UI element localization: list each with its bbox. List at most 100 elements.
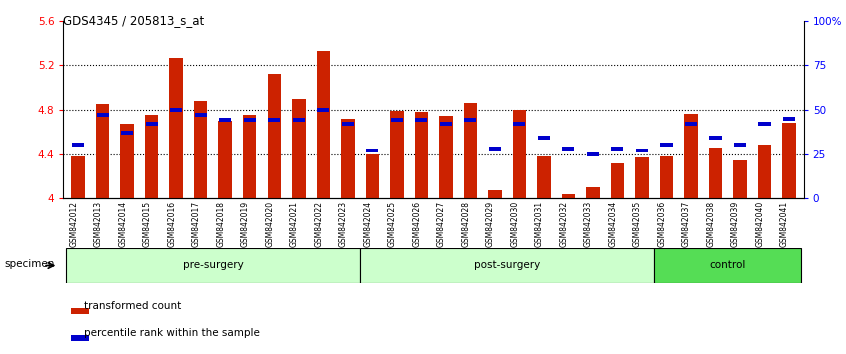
Bar bbox=[66, 248, 360, 283]
Bar bbox=[71, 156, 85, 198]
Bar bbox=[488, 190, 502, 198]
Bar bbox=[121, 131, 134, 135]
Bar bbox=[71, 335, 89, 341]
Bar bbox=[292, 99, 305, 198]
Bar bbox=[342, 122, 354, 126]
Bar bbox=[733, 143, 746, 147]
Text: GDS4345 / 205813_s_at: GDS4345 / 205813_s_at bbox=[63, 14, 205, 27]
Bar bbox=[635, 157, 649, 198]
Bar bbox=[120, 124, 134, 198]
Text: transformed count: transformed count bbox=[84, 301, 181, 311]
Bar bbox=[365, 154, 379, 198]
Bar bbox=[464, 103, 477, 198]
Bar bbox=[611, 163, 624, 198]
Bar bbox=[219, 118, 231, 122]
Bar bbox=[146, 122, 157, 126]
Text: GSM842037: GSM842037 bbox=[682, 201, 691, 247]
Bar bbox=[96, 104, 109, 198]
Bar bbox=[636, 148, 648, 152]
Bar bbox=[587, 152, 599, 156]
Bar bbox=[268, 118, 280, 122]
Text: GSM842034: GSM842034 bbox=[608, 201, 618, 247]
Bar bbox=[709, 148, 722, 198]
Bar bbox=[538, 136, 550, 140]
Text: percentile rank within the sample: percentile rank within the sample bbox=[84, 328, 260, 338]
Text: GSM842016: GSM842016 bbox=[168, 201, 176, 247]
Text: GSM842020: GSM842020 bbox=[266, 201, 274, 247]
Bar bbox=[439, 116, 453, 198]
Bar bbox=[513, 110, 526, 198]
Bar bbox=[654, 248, 801, 283]
Bar bbox=[661, 143, 673, 147]
Text: GSM842015: GSM842015 bbox=[143, 201, 151, 247]
Bar bbox=[514, 122, 525, 126]
Text: GSM842027: GSM842027 bbox=[437, 201, 446, 247]
Text: GSM842018: GSM842018 bbox=[217, 201, 225, 247]
Bar bbox=[170, 108, 182, 112]
Text: GSM842039: GSM842039 bbox=[731, 201, 740, 247]
Text: specimen: specimen bbox=[4, 259, 55, 269]
Bar bbox=[244, 118, 255, 122]
Text: GSM842017: GSM842017 bbox=[192, 201, 201, 247]
Text: GSM842023: GSM842023 bbox=[338, 201, 348, 247]
Bar bbox=[415, 112, 428, 198]
Bar bbox=[169, 58, 183, 198]
Text: GSM842024: GSM842024 bbox=[363, 201, 372, 247]
Bar bbox=[489, 147, 501, 150]
Bar bbox=[440, 122, 452, 126]
Bar bbox=[685, 122, 697, 126]
Text: GSM842014: GSM842014 bbox=[118, 201, 127, 247]
Text: GSM842036: GSM842036 bbox=[657, 201, 667, 247]
Text: GSM842019: GSM842019 bbox=[241, 201, 250, 247]
Bar bbox=[464, 118, 476, 122]
Bar bbox=[758, 145, 772, 198]
Text: GSM842041: GSM842041 bbox=[780, 201, 789, 247]
Text: GSM842013: GSM842013 bbox=[94, 201, 102, 247]
Bar bbox=[72, 143, 85, 147]
Bar bbox=[366, 148, 378, 152]
Bar bbox=[563, 147, 574, 150]
Bar bbox=[391, 118, 403, 122]
Bar bbox=[360, 248, 654, 283]
Bar bbox=[96, 113, 109, 117]
Bar bbox=[733, 160, 747, 198]
Text: pre-surgery: pre-surgery bbox=[183, 261, 244, 270]
Bar bbox=[684, 114, 698, 198]
Text: GSM842032: GSM842032 bbox=[559, 201, 569, 247]
Bar bbox=[537, 156, 551, 198]
Text: GSM842012: GSM842012 bbox=[69, 201, 78, 247]
Text: GSM842035: GSM842035 bbox=[633, 201, 642, 247]
Bar bbox=[562, 194, 575, 198]
Text: GSM842026: GSM842026 bbox=[412, 201, 421, 247]
Text: GSM842030: GSM842030 bbox=[510, 201, 519, 247]
Bar bbox=[660, 156, 673, 198]
Bar bbox=[218, 121, 232, 198]
Bar bbox=[317, 108, 329, 112]
Bar bbox=[316, 51, 330, 198]
Text: control: control bbox=[710, 261, 746, 270]
Text: GSM842038: GSM842038 bbox=[706, 201, 716, 247]
Bar bbox=[783, 117, 795, 120]
Text: GSM842029: GSM842029 bbox=[486, 201, 495, 247]
Text: post-surgery: post-surgery bbox=[474, 261, 541, 270]
Bar bbox=[390, 111, 404, 198]
Bar bbox=[758, 122, 771, 126]
Text: GSM842033: GSM842033 bbox=[584, 201, 593, 247]
Bar bbox=[195, 113, 206, 117]
Bar bbox=[586, 187, 600, 198]
Bar bbox=[267, 74, 281, 198]
Bar bbox=[415, 118, 427, 122]
Bar bbox=[710, 136, 722, 140]
Text: GSM842031: GSM842031 bbox=[535, 201, 544, 247]
Bar bbox=[243, 115, 256, 198]
Bar bbox=[341, 119, 354, 198]
Text: GSM842021: GSM842021 bbox=[290, 201, 299, 247]
Bar bbox=[194, 101, 207, 198]
Text: GSM842028: GSM842028 bbox=[461, 201, 470, 247]
Bar bbox=[145, 115, 158, 198]
Bar bbox=[783, 123, 796, 198]
Text: GSM842022: GSM842022 bbox=[314, 201, 323, 247]
Bar bbox=[612, 147, 624, 150]
Text: GSM842040: GSM842040 bbox=[755, 201, 765, 247]
Text: GSM842025: GSM842025 bbox=[387, 201, 397, 247]
